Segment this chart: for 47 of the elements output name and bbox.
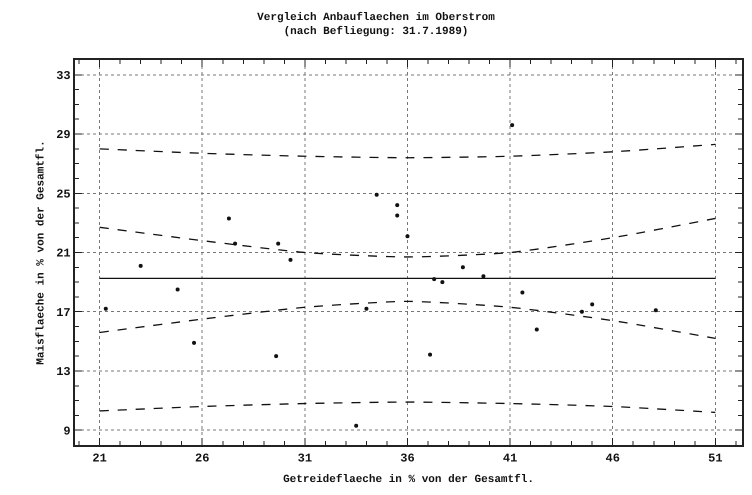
line-series [98, 401, 716, 414]
point [481, 274, 486, 278]
point [510, 123, 514, 128]
point [440, 280, 444, 284]
point [274, 354, 278, 358]
point [364, 306, 368, 311]
point [138, 264, 143, 268]
y-tick-label: 17 [56, 306, 71, 320]
x-tick-label: 26 [195, 451, 210, 466]
y-tick-label: 29 [56, 128, 71, 142]
point [534, 328, 539, 332]
point [226, 216, 231, 220]
point [580, 310, 584, 314]
point [520, 290, 524, 294]
y-tick-label: 21 [56, 246, 71, 261]
x-tick-label: 41 [502, 451, 518, 466]
point [395, 213, 400, 218]
point [405, 234, 410, 238]
point [590, 302, 594, 306]
point [192, 340, 196, 345]
x-tick-label: 36 [400, 451, 415, 466]
y-tick-label: 33 [56, 69, 71, 84]
point [288, 258, 292, 262]
chart-title: Vergleich Anbauflaechen im Oberstrom [257, 10, 496, 24]
x-tick-label: 51 [708, 451, 723, 466]
x-tick-label: 31 [298, 451, 312, 466]
y-axis-title: Maisflaeche in % von der Gesamtfl. [34, 140, 48, 365]
point [104, 306, 108, 311]
x-tick-label: 21 [92, 451, 107, 466]
line-series [98, 300, 716, 340]
x-axis-title: Getreideflaeche in % von der Gesamtfl. [283, 473, 534, 486]
point [354, 424, 358, 428]
point [233, 242, 238, 246]
y-tick-label: 9 [63, 424, 71, 438]
point [428, 352, 432, 357]
y-tick-label: 13 [56, 365, 71, 380]
point [176, 288, 180, 292]
point [276, 242, 280, 246]
point [395, 203, 400, 208]
y-tick-label: 25 [56, 187, 71, 202]
point [654, 308, 658, 312]
point [374, 192, 379, 197]
line-series [98, 144, 716, 158]
chart-subtitle: (nach Befliegung: 31.7.1989) [284, 25, 468, 38]
x-tick-label: 46 [605, 451, 620, 466]
line-series [98, 218, 716, 258]
point [460, 265, 465, 270]
